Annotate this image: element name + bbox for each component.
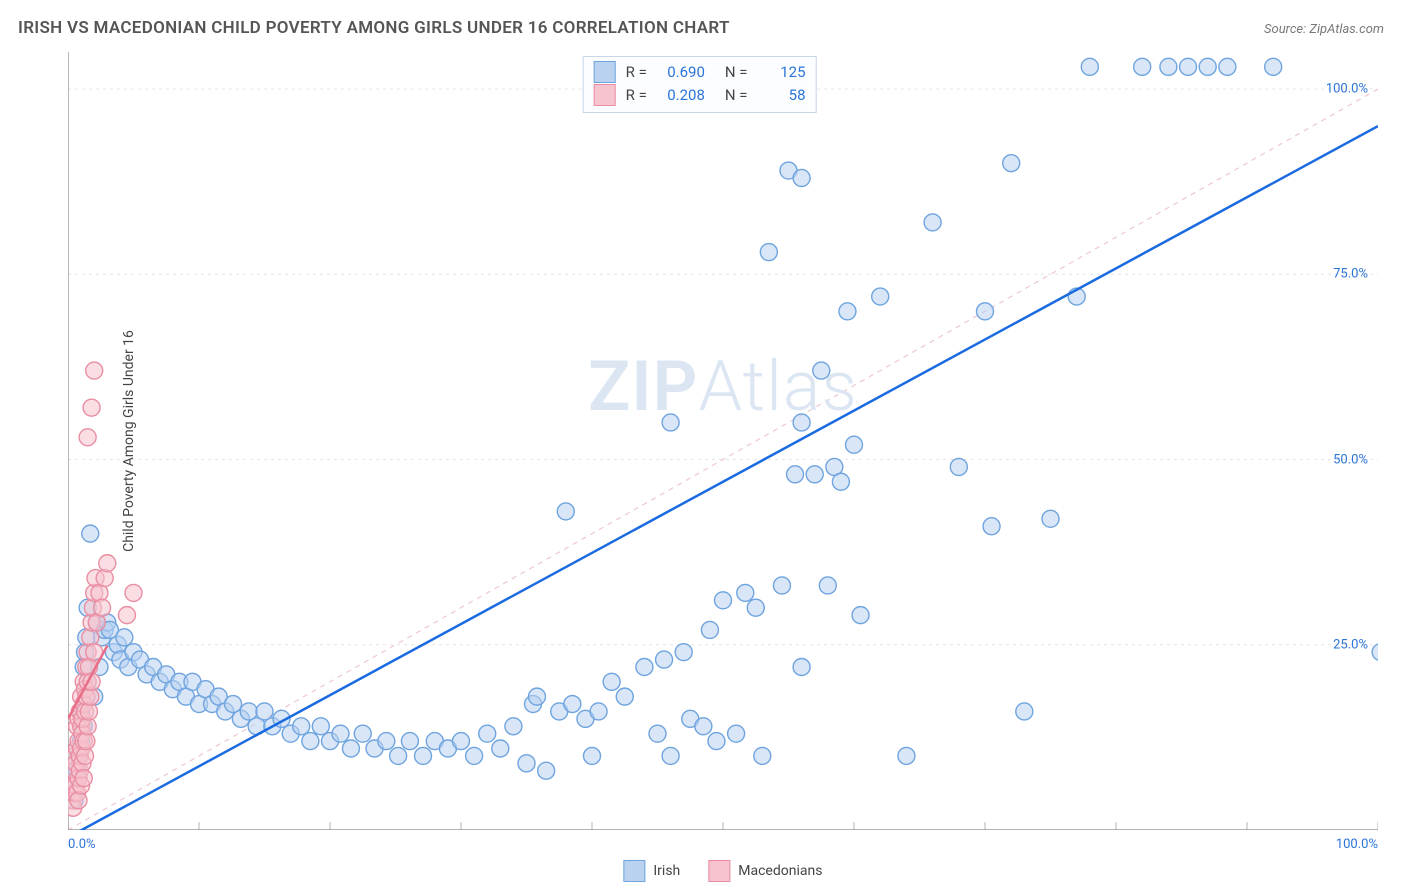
y-tick-label: 100.0% [1326,82,1372,97]
n-value: 125 [758,61,806,84]
plot-area: Child Poverty Among Girls Under 16 ZIPAt… [68,52,1378,830]
source-label: Source: ZipAtlas.com [1264,22,1384,37]
bottom-legend: Irish Macedonians [623,860,822,882]
legend-swatch [594,61,616,83]
x-axis-max-label: 100.0% [1336,837,1378,852]
legend-item: Macedonians [708,860,822,882]
legend-stats-row: R = 0.690 N = 125 [594,61,806,84]
legend-stats-box: R = 0.690 N = 125 R = 0.208 N = 58 [583,56,817,113]
legend-item: Irish [623,860,680,882]
y-tick-label: 50.0% [1333,452,1372,467]
legend-swatch [623,860,645,882]
r-value: 0.208 [657,84,705,107]
x-axis-min-label: 0.0% [68,837,96,852]
chart-title: IRISH VS MACEDONIAN CHILD POVERTY AMONG … [18,18,730,38]
scatter-chart [68,52,1378,830]
r-value: 0.690 [657,61,705,84]
y-tick-label: 25.0% [1333,637,1372,652]
r-label: R = [626,61,647,84]
legend-label: Macedonians [738,863,822,879]
legend-swatch [708,860,730,882]
legend-stats-row: R = 0.208 N = 58 [594,84,806,107]
page: IRISH VS MACEDONIAN CHILD POVERTY AMONG … [0,0,1406,892]
r-label: R = [626,84,647,107]
n-label: N = [725,84,748,107]
legend-swatch [594,84,616,106]
legend-label: Irish [653,863,680,879]
n-value: 58 [758,84,806,107]
y-tick-label: 75.0% [1333,267,1372,282]
n-label: N = [725,61,748,84]
